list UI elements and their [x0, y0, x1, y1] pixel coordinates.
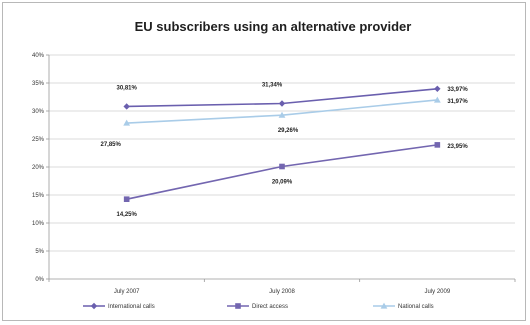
legend-marker — [235, 303, 241, 309]
y-tick-label: 40% — [32, 53, 45, 59]
legend-marker — [380, 302, 388, 309]
x-tick-label: July 2007 — [114, 289, 140, 295]
series-line — [126, 144, 438, 200]
data-point — [434, 85, 441, 92]
data-label: 29,26% — [278, 128, 299, 134]
line-chart: EU subscribers using an alternative prov… — [32, 19, 516, 310]
x-axis: July 2007 July 2008 July 2009 — [48, 279, 516, 295]
data-labels: 30,81% 31,34% 33,97% 14,25% 20,09% 23,95% 27,8… — [100, 82, 468, 218]
data-label: 20,09% — [272, 179, 293, 185]
x-tick-label: July 2008 — [269, 289, 295, 295]
data-point — [279, 163, 285, 170]
y-tick-label: 20% — [32, 165, 45, 171]
y-axis: 0% 5% 10% 15% 20% 25% 30% 35% 40% — [32, 53, 50, 283]
y-tick-label: 35% — [32, 81, 45, 87]
legend-marker — [90, 302, 98, 310]
data-point — [123, 119, 131, 126]
data-label: 14,25% — [116, 212, 137, 218]
data-label: 33,97% — [447, 87, 468, 93]
data-point — [123, 103, 130, 110]
y-tick-label: 0% — [35, 277, 44, 283]
data-point — [278, 100, 286, 107]
data-point — [434, 142, 441, 148]
data-point — [433, 96, 441, 103]
data-label: 27,85% — [100, 142, 121, 148]
y-tick-label: 5% — [35, 249, 44, 255]
chart-title: EU subscribers using an alternative prov… — [135, 19, 412, 34]
data-point — [278, 111, 286, 118]
y-tick-label: 10% — [32, 221, 45, 227]
data-point — [123, 196, 130, 202]
data-label: 31,97% — [447, 99, 468, 105]
legend-label: National calls — [398, 304, 434, 310]
legend-label: Direct access — [252, 304, 288, 310]
data-label: 30,81% — [116, 85, 137, 91]
legend-label: International calls — [108, 304, 155, 310]
chart-frame: EU subscribers using an alternative prov… — [2, 2, 526, 321]
y-tick-label: 25% — [32, 137, 45, 143]
y-tick-label: 15% — [32, 193, 45, 199]
data-label: 31,34% — [262, 82, 283, 88]
series-group — [123, 85, 441, 202]
legend: International calls Direct access National… — [83, 302, 434, 310]
data-label: 23,95% — [447, 144, 468, 150]
x-tick-label: July 2009 — [424, 289, 450, 295]
y-tick-label: 30% — [32, 109, 45, 115]
